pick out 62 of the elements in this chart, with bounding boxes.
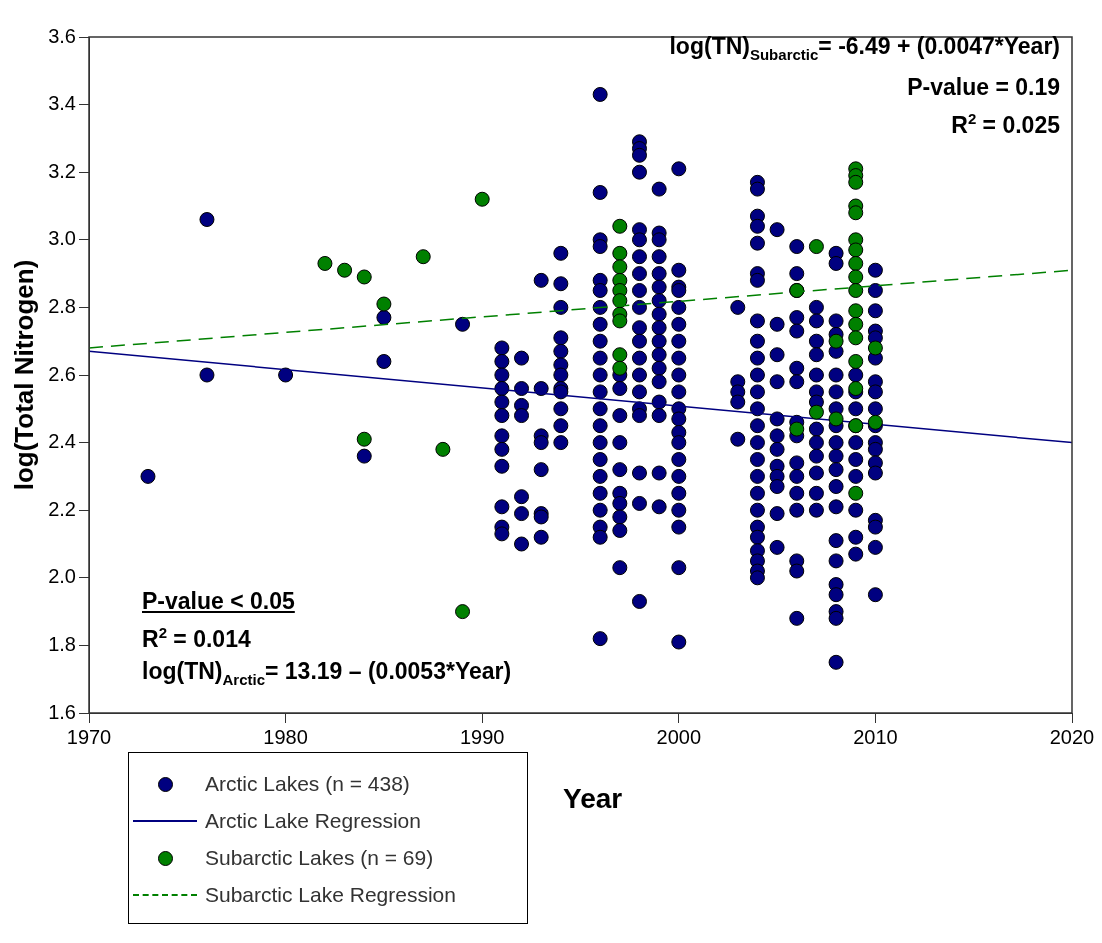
point [848,255,864,271]
point [612,347,628,363]
y-tick-label: 2.8 [48,294,76,317]
y-tick-label: 3.6 [48,24,76,47]
point [848,316,864,332]
point [848,303,864,319]
point [808,239,824,255]
point [808,404,824,420]
x-tick-label: 2000 [656,725,702,748]
point [356,269,372,285]
x-axis-title: Year [563,783,623,815]
x-tick-label: 1990 [459,725,505,748]
point [435,441,451,457]
point [376,296,392,312]
point [848,242,864,258]
y-tick-label: 2.0 [48,565,76,588]
point [848,269,864,285]
legend-label: Arctic Lake Regression [205,808,421,833]
y-tick-label: 1.6 [48,700,76,723]
y-tick-label: 2.4 [48,430,76,453]
point [867,414,883,430]
point [612,313,628,329]
point [848,485,864,501]
point [612,245,628,261]
y-tick-label: 3.0 [48,227,76,250]
point [612,259,628,275]
annotation: P-value < 0.05 [142,587,296,616]
point [848,283,864,298]
point [789,421,805,437]
point [612,360,628,376]
point [455,604,471,620]
point [848,330,864,346]
point [828,411,844,427]
point [356,431,372,447]
annotation: R$^{2}$ = 0.025 [950,108,1060,140]
point [848,205,864,221]
legend-label: Arctic Lakes (n = 438) [205,771,410,796]
point [848,353,864,369]
y-tick-label: 3.4 [48,92,76,115]
point [612,218,628,234]
x-tick-label: 2010 [853,725,898,748]
y-axis-title: log(Total Nitrogen) [8,259,39,491]
y-tick-label: 2.2 [48,497,76,520]
annotation: R$^{2}$ = 0.014 [142,623,252,654]
x-tick-label: 1970 [66,725,112,748]
annotation: log(TN)$_{Subarctic}$= -6.49 + (0.0047*Year) [669,32,1060,65]
point [337,262,353,278]
x-tick-label: 2020 [1049,725,1095,748]
point [474,191,490,207]
legend-label: Subarctic Lake Regression [205,882,456,907]
point [415,249,431,265]
point [867,340,883,356]
point [828,333,844,349]
point [317,255,333,271]
annotation: log(TN)$_{Arctic}$= 13.19 – (0.0053*Year) [142,656,512,690]
legend-label: Subarctic Lakes (n = 69) [205,845,434,870]
point [848,174,864,190]
annotation: P-value = 0.19 [906,72,1060,102]
y-tick-label: 2.6 [48,362,76,385]
x-tick-label: 1980 [263,725,308,748]
y-tick-label: 3.2 [48,159,76,182]
y-tick-label: 1.8 [48,632,76,655]
